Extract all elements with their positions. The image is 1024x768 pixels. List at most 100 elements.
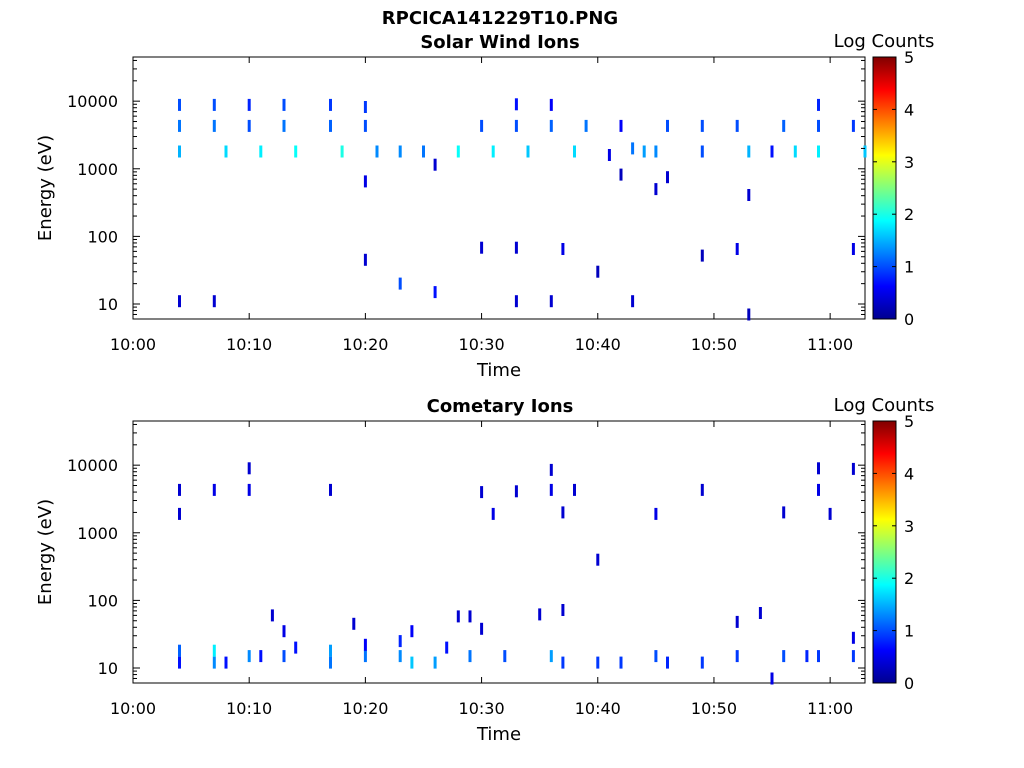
spectrogram-cell [270,609,274,622]
spectrogram-cell [329,483,332,496]
spectrogram-cell [782,119,786,132]
spectrogram-cell [398,635,402,648]
spectrogram-cell [654,507,658,520]
spectrogram-cell [445,641,449,654]
spectrogram-cell [654,650,658,663]
colorbar [872,420,897,684]
spectrogram-cell [549,98,553,111]
spectrogram-cell [805,650,809,663]
colorbar-tick-label: 1 [904,258,914,277]
spectrogram-cell [247,462,251,475]
spectrogram-cell [817,119,820,132]
spectrogram-cell [433,286,437,299]
plot-area [132,56,866,320]
spectrogram-cell [538,608,542,621]
spectrogram-cell [631,142,635,155]
spectrogram-cell [549,463,553,476]
spectrogram-cell [747,189,751,201]
spectrogram-cell [561,506,565,519]
spectrogram-cell [363,253,367,266]
spectrogram-cell [282,98,286,111]
x-ticks: 10:00 10:10 10:20 10:30 10:40 10:50 11:00 [110,57,853,354]
spectrogram-cell [398,277,402,290]
spectrogram-cell [398,145,402,158]
x-tick-label: 10:20 [342,335,388,354]
spectrogram-cell [735,615,739,628]
spectrogram-cell [212,295,216,308]
spectrogram-cell [619,656,623,669]
spectrogram-cell [793,145,797,158]
plot-area [132,420,866,684]
spectrogram-cell [782,506,786,519]
x-axis-label: Time [476,724,521,745]
spectrogram-cell [514,119,518,132]
spectrogram-cell [212,119,216,132]
y-tick-label: 1000 [77,160,118,179]
y-tick-label: 100 [87,227,118,246]
x-tick-label: 10:30 [459,699,505,718]
spectrogram-marks [178,98,867,321]
spectrogram-cell [631,295,635,308]
spectrogram-cell [561,656,565,669]
y-tick-label: 10 [98,659,118,678]
x-tick-label: 10:00 [110,699,156,718]
spectrogram-cell [514,241,518,254]
spectrogram-cell [851,650,855,663]
spectrogram-cell [352,617,356,630]
spectrogram-cell [573,145,576,158]
spectrogram-cell [514,98,518,111]
spectrogram-cell [224,145,228,158]
spectrogram-cell [329,656,332,669]
spectrogram-cell [526,145,530,158]
colorbar-tick-label: 5 [904,48,914,67]
spectrogram-cell [212,644,216,657]
spectrogram-cell [178,644,181,657]
x-tick-label: 10:20 [342,699,388,718]
spectrogram-cell [178,145,181,158]
spectrogram-cell [480,622,484,635]
x-ticks: 10:00 10:10 10:20 10:30 10:40 10:50 11:00 [110,421,853,718]
spectrogram-cell [666,656,669,669]
spectrogram-cell [735,650,739,663]
figure-title: RPCICA141229T10.PNG [382,8,618,29]
spectrogram-cell [294,145,298,158]
spectrogram-cell [410,625,414,638]
spectrogram-cell [817,650,820,663]
spectrogram-cell [700,249,704,262]
colorbar-tick-label: 4 [904,464,914,483]
spectrogram-cell [549,650,553,663]
spectrogram-cell [596,265,600,278]
spectrogram-cell [375,145,379,158]
y-ticks: 10 100 1000 10000 [67,423,865,684]
spectrogram-cell [851,119,855,132]
spectrogram-cell [282,650,286,663]
cometary-ions-panel: Cometary Ions 10:00 10:10 10:20 10:30 10:40 1… [35,395,934,745]
spectrogram-cell [259,145,263,158]
colorbar-tick-label: 0 [904,674,914,693]
colorbar-tick-label: 5 [904,412,914,431]
spectrogram-cell [596,553,600,566]
spectrogram-cell [224,656,228,669]
spectrogram-cell [503,650,507,663]
spectrogram-cell [456,610,460,623]
x-tick-label: 10:10 [226,335,272,354]
spectrogram-marks [178,462,855,685]
x-tick-label: 10:50 [691,335,737,354]
spectrogram-cell [770,145,774,158]
spectrogram-cell [747,145,751,158]
spectrogram-cell [596,656,600,669]
spectrogram-cell [817,145,820,158]
spectrogram-cell [758,607,762,619]
spectrogram-cell [573,483,576,496]
spectrogram-cell [480,119,484,132]
x-tick-label: 10:30 [459,335,505,354]
spectrogram-cell [178,119,181,132]
x-tick-label: 10:40 [575,699,621,718]
spectrogram-cell [363,101,367,113]
spectrogram-cell [282,625,286,638]
spectrogram-cell [700,656,704,669]
spectrogram-cell [851,631,855,644]
x-tick-label: 11:00 [807,335,853,354]
spectrogram-cell [340,145,344,158]
